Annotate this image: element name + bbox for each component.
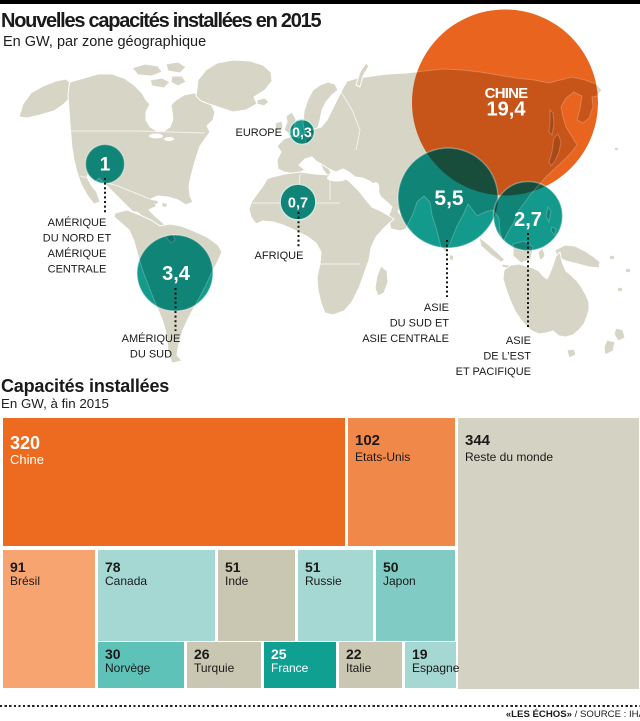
svg-text:CHINE: CHINE [485, 85, 528, 102]
svg-text:EUROPE: EUROPE [236, 127, 282, 139]
svg-text:19,4: 19,4 [487, 99, 527, 121]
svg-text:5,5: 5,5 [434, 187, 464, 210]
svg-text:ASIE: ASIE [506, 335, 531, 347]
svg-text:CENTRALE: CENTRALE [48, 264, 107, 276]
svg-text:3,4: 3,4 [162, 263, 191, 285]
svg-text:ET PACIFIQUE: ET PACIFIQUE [456, 366, 531, 378]
svg-text:DE L’EST: DE L’EST [483, 351, 531, 363]
svg-text:2,7: 2,7 [514, 209, 542, 231]
svg-text:DU NORD ET: DU NORD ET [43, 233, 112, 245]
svg-text:AFRIQUE: AFRIQUE [255, 250, 304, 262]
svg-text:1: 1 [100, 155, 111, 176]
svg-text:AMÉRIQUE: AMÉRIQUE [48, 247, 107, 260]
svg-text:DU SUD ET: DU SUD ET [390, 318, 450, 330]
svg-text:ASIE CENTRALE: ASIE CENTRALE [362, 333, 449, 345]
svg-text:ASIE: ASIE [424, 302, 449, 314]
svg-text:DU SUD: DU SUD [130, 349, 172, 361]
svg-text:AMÉRIQUE: AMÉRIQUE [48, 216, 107, 229]
svg-text:0,7: 0,7 [288, 196, 308, 212]
svg-text:AMÉRIQUE: AMÉRIQUE [122, 332, 181, 345]
svg-text:0,3: 0,3 [292, 124, 312, 140]
